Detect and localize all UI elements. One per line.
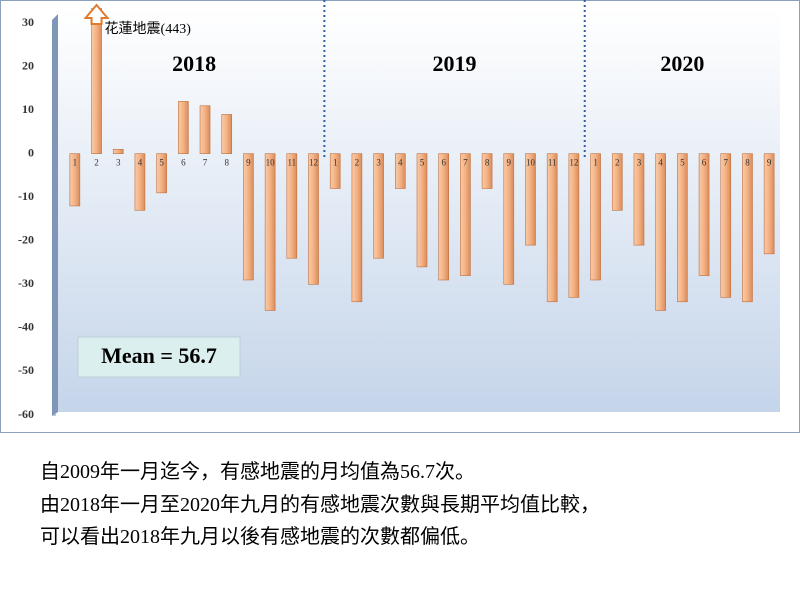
- bar: [329, 153, 341, 189]
- bar: [698, 153, 710, 276]
- x-tick-label: 11: [548, 158, 557, 168]
- bar: [503, 153, 515, 285]
- caption-line: 自2009年一月迄今，有感地震的月均值為56.7次。: [40, 461, 475, 483]
- caption-line: 可以看出2018年九月以後有感地震的次數都偏低。: [40, 526, 480, 548]
- bar: [91, 8, 102, 154]
- x-tick-label: 3: [637, 158, 642, 168]
- bar: [308, 153, 319, 285]
- x-tick-label: 11: [287, 158, 296, 168]
- y-tick-label: 20: [22, 58, 34, 72]
- bar: [525, 153, 536, 246]
- x-tick-label: 8: [485, 158, 490, 168]
- annotation: 花蓮地震(443): [105, 21, 192, 37]
- bar: [481, 153, 493, 189]
- bar: [264, 153, 276, 311]
- x-tick-label: 4: [398, 158, 403, 168]
- mean-label: Mean = 56.7: [101, 343, 217, 368]
- x-tick-label: 5: [159, 158, 164, 168]
- bar: [633, 153, 645, 246]
- year-label: 2018: [172, 51, 216, 76]
- year-label: 2020: [660, 51, 704, 76]
- x-tick-label: 2: [615, 158, 620, 168]
- x-tick-label: 9: [767, 158, 772, 168]
- y-tick-label: -10: [18, 189, 34, 203]
- year-label: 2019: [433, 51, 477, 76]
- x-tick-label: 1: [333, 158, 338, 168]
- bar: [416, 153, 428, 268]
- y-tick-label: -50: [18, 363, 34, 377]
- bar: [199, 105, 211, 154]
- x-tick-label: 12: [309, 158, 318, 168]
- x-tick-label: 3: [116, 158, 121, 168]
- x-tick-label: 8: [745, 158, 750, 168]
- chart: -60 -50 -40 -30 -20 -10 0 10 20 30 1 花蓮地震(443) 2 3 4 5 6…: [0, 0, 800, 433]
- bar: [438, 153, 449, 281]
- x-tick-label: 10: [526, 158, 536, 168]
- bar: [763, 153, 775, 255]
- bar: [720, 153, 732, 298]
- overflow-arrow: [83, 3, 110, 25]
- y-tick-label: -30: [18, 276, 34, 290]
- bar: [373, 153, 384, 259]
- bar: [742, 153, 753, 303]
- x-tick-label: 4: [138, 158, 143, 168]
- x-tick-label: 4: [658, 158, 663, 168]
- x-tick-label: 5: [420, 158, 425, 168]
- bar: [568, 153, 580, 298]
- y-tick-label: 30: [22, 15, 34, 29]
- bar: [221, 114, 233, 154]
- y-tick-label: -40: [18, 320, 34, 334]
- x-tick-label: 3: [376, 158, 381, 168]
- x-tick-label: 1: [593, 158, 598, 168]
- x-tick-label: 6: [702, 158, 707, 168]
- bar: [286, 153, 298, 259]
- x-tick-label: 7: [203, 158, 208, 168]
- x-tick-label: 9: [246, 158, 251, 168]
- axis-wall: [52, 14, 58, 416]
- y-tick-label: 10: [22, 102, 34, 116]
- bar: [178, 101, 189, 154]
- caption-line: 由2018年一月至2020年九月的有感地震次數與長期平均值比較，: [40, 494, 600, 516]
- bar: [546, 153, 558, 303]
- x-tick-label: 10: [266, 158, 276, 168]
- x-tick-label: 7: [463, 158, 468, 168]
- x-tick-label: 6: [441, 158, 446, 168]
- bar: [460, 153, 471, 276]
- y-tick-label: -60: [18, 407, 34, 421]
- bar: [112, 149, 124, 154]
- x-tick-label: 2: [94, 158, 99, 168]
- bar: [134, 153, 146, 211]
- bar: [243, 153, 254, 281]
- x-tick-label: 8: [224, 158, 229, 168]
- bar: [611, 153, 623, 211]
- mean-box: [77, 336, 241, 378]
- x-tick-label: 12: [569, 158, 578, 168]
- x-tick-label: 9: [507, 158, 512, 168]
- x-tick-label: 1: [73, 158, 78, 168]
- x-tick-label: 5: [680, 158, 685, 168]
- bar: [69, 153, 81, 207]
- x-tick-label: 2: [355, 158, 360, 168]
- bar: [655, 153, 666, 311]
- bar: [590, 153, 601, 281]
- bar: [156, 153, 167, 194]
- bar: [677, 153, 688, 303]
- bar: [351, 153, 363, 303]
- y-tick-label: -20: [18, 233, 34, 247]
- x-tick-label: 7: [724, 158, 729, 168]
- x-tick-label: 6: [181, 158, 186, 168]
- bar: [395, 153, 406, 189]
- y-tick-label: 0: [28, 145, 34, 159]
